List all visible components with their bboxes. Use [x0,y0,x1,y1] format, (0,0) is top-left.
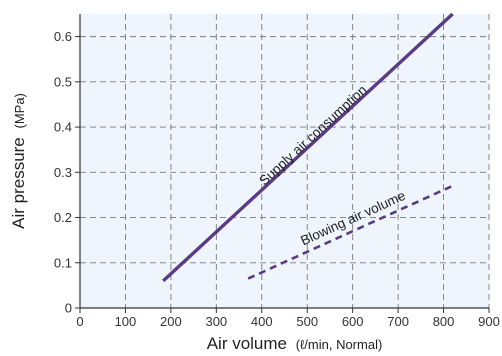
x-tick-label: 400 [251,314,273,329]
x-axis-title: Air volume (ℓ/min, Normal) [207,334,383,353]
x-tick-label: 300 [205,314,227,329]
series-line-supply-air-consumption [162,12,454,283]
plot-area [80,14,489,308]
x-tick-label: 900 [478,314,500,329]
y-tick-label: 0.4 [54,120,72,135]
y-tick-label: 0.2 [54,210,72,225]
y-tick-label: 0.6 [54,29,72,44]
tick-labels: 0 100 200 300 400 500 600 700 800 900 0 0.1 0.2 0.3 0.… [54,29,500,329]
x-tick-label: 700 [387,314,409,329]
x-axis-label: Air volume [207,334,287,353]
x-tick-label: 500 [296,314,318,329]
y-tick-label: 0.5 [54,74,72,89]
x-tick-label: 0 [76,314,83,329]
y-axis-title: Air pressure (MPa) [9,93,28,229]
y-tick-label: 0.1 [54,255,72,270]
x-axis-unit: (ℓ/min, Normal) [296,337,383,352]
y-axis-label: Air pressure [9,137,28,229]
series-line-blowing-air-volume [247,184,454,280]
series [162,12,454,283]
y-tick-label: 0 [65,301,72,316]
x-tick-label: 800 [433,314,455,329]
y-axis-unit: (MPa) [12,93,27,128]
x-tick-label: 100 [115,314,137,329]
axes [75,14,490,313]
x-tick-label: 600 [342,314,364,329]
x-tick-label: 200 [160,314,182,329]
y-tick-label: 0.3 [54,165,72,180]
